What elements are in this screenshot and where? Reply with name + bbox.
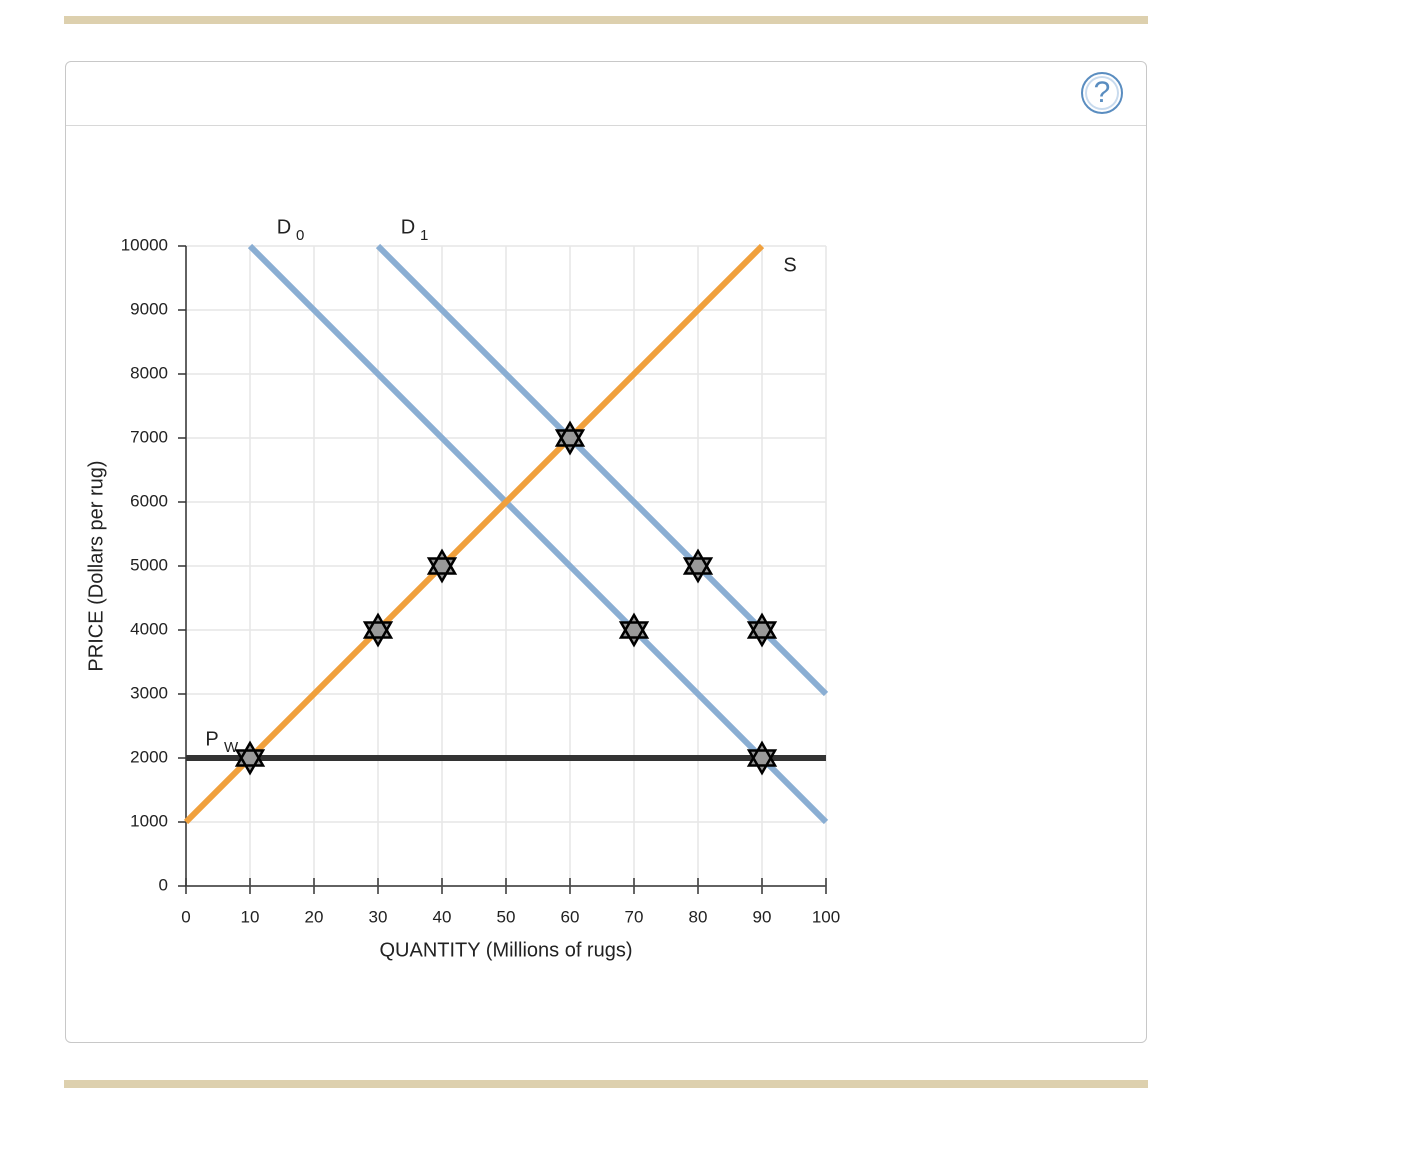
y-tick-label: 7000 <box>130 427 168 446</box>
y-tick-label: 0 <box>159 875 168 894</box>
series-label-subscript: 0 <box>296 227 304 244</box>
help-button[interactable]: ? <box>1081 72 1123 114</box>
series-label-subscript: 1 <box>420 227 428 244</box>
point-marker <box>426 548 458 584</box>
x-tick-label: 60 <box>561 907 580 926</box>
point-marker <box>746 612 778 648</box>
series-line <box>375 243 829 697</box>
series-label: D <box>401 216 415 238</box>
series-line <box>183 243 765 825</box>
x-tick-label: 100 <box>812 907 840 926</box>
y-tick-label: 2000 <box>130 747 168 766</box>
y-tick-label: 6000 <box>130 491 168 510</box>
x-axis-title: QUANTITY (Millions of rugs) <box>379 939 632 961</box>
point-marker <box>234 740 266 776</box>
x-tick-label: 0 <box>181 907 190 926</box>
x-tick-label: 50 <box>497 907 516 926</box>
y-tick-label: 4000 <box>130 619 168 638</box>
x-tick-label: 70 <box>625 907 644 926</box>
series-label: D <box>277 216 291 238</box>
series-label: S <box>783 254 796 276</box>
x-tick-label: 20 <box>305 907 324 926</box>
point-marker <box>362 612 394 648</box>
point-marker <box>554 420 586 456</box>
y-tick-label: 8000 <box>130 363 168 382</box>
x-tick-label: 10 <box>241 907 260 926</box>
series-label: P <box>205 728 218 750</box>
point-marker <box>618 612 650 648</box>
question-panel: ? <box>65 61 1147 1043</box>
y-tick-label: 1000 <box>130 811 168 830</box>
top-rule <box>64 16 1148 24</box>
x-tick-label: 40 <box>433 907 452 926</box>
point-marker <box>682 548 714 584</box>
y-tick-label: 3000 <box>130 683 168 702</box>
series-label-subscript: W <box>224 739 239 756</box>
x-tick-label: 80 <box>689 907 708 926</box>
x-tick-label: 30 <box>369 907 388 926</box>
y-axis-title: PRICE (Dollars per rug) <box>85 460 107 671</box>
panel-header: ? <box>66 62 1146 126</box>
y-tick-label: 5000 <box>130 555 168 574</box>
y-tick-label: 10000 <box>121 235 168 254</box>
point-marker <box>746 740 778 776</box>
x-tick-label: 90 <box>753 907 772 926</box>
y-tick-label: 9000 <box>130 299 168 318</box>
series-line <box>247 243 829 825</box>
bottom-rule <box>64 1080 1148 1088</box>
